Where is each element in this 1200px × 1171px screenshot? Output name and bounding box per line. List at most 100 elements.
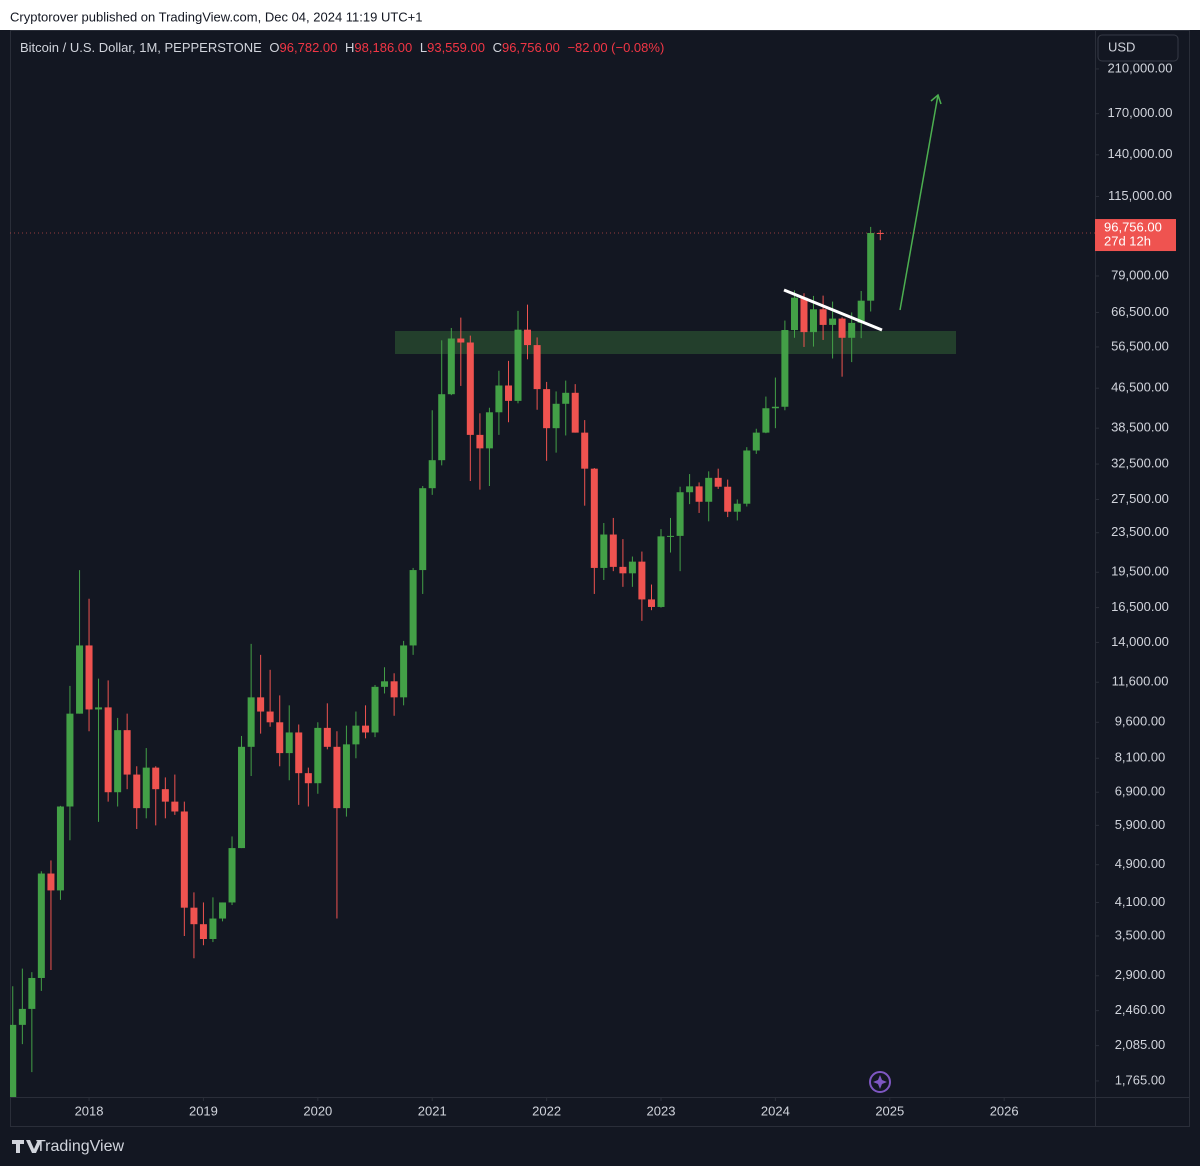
y-tick-label: 4,100.00 — [1115, 894, 1166, 909]
candle-body — [476, 434, 484, 449]
candle-body — [657, 536, 665, 607]
candle-body — [314, 727, 322, 784]
chart-frame — [10, 30, 1190, 1127]
candle-body — [76, 645, 84, 714]
candle-body — [447, 338, 455, 395]
candle-body — [209, 918, 217, 940]
candle-body — [323, 727, 331, 747]
y-tick-label: 19,500.00 — [1111, 564, 1169, 579]
candle-body — [142, 767, 150, 809]
header-bar — [0, 0, 1200, 30]
symbol-legend: Bitcoin / U.S. Dollar, 1M, PEPPERSTONE O… — [20, 40, 664, 55]
y-tick-label: 11,600.00 — [1112, 674, 1169, 689]
candle-body — [676, 492, 684, 536]
candle-body — [762, 408, 770, 433]
candle-body — [838, 318, 846, 338]
candle-body — [876, 232, 884, 234]
candle-body — [781, 330, 789, 407]
candle-body — [457, 338, 465, 343]
projection-arrow — [899, 94, 939, 311]
candle-body — [180, 811, 188, 908]
x-tick-label: 2018 — [75, 1103, 104, 1118]
currency-button[interactable] — [1097, 34, 1179, 62]
candle-body — [238, 746, 246, 849]
arrow-head — [930, 93, 942, 105]
y-tick-label: 210,000.00 — [1107, 60, 1172, 75]
candle-body — [390, 681, 398, 698]
candle-body — [590, 468, 598, 568]
candle-body — [867, 232, 875, 301]
y-tick-label: 27,500.00 — [1111, 491, 1169, 506]
candle-body — [257, 697, 265, 712]
candle-body — [714, 477, 722, 487]
candle-body — [485, 412, 493, 449]
y-tick-label: 1,765.00 — [1115, 1072, 1166, 1087]
close-value: 96,756.00 — [502, 40, 560, 55]
candle-body — [47, 873, 55, 891]
candle-body — [638, 561, 646, 600]
y-tick-label: 56,500.00 — [1111, 338, 1169, 353]
y-tick-label: 16,500.00 — [1111, 599, 1169, 614]
candle-body — [609, 534, 617, 567]
candle-body — [199, 924, 207, 940]
candle-body — [581, 432, 589, 469]
candle-body — [628, 561, 636, 574]
candle-body — [85, 645, 93, 710]
candle-body — [28, 977, 36, 1009]
y-tick-label: 2,900.00 — [1115, 967, 1166, 982]
candle-body — [533, 345, 541, 390]
y-tick-label: 32,500.00 — [1111, 455, 1169, 470]
candle-body — [514, 329, 522, 401]
candle-body — [800, 297, 808, 333]
candle-body — [809, 309, 817, 333]
last-price-box — [1095, 219, 1176, 252]
x-tick-label: 2025 — [875, 1103, 904, 1118]
trendline — [783, 288, 883, 332]
candle-body — [114, 730, 122, 793]
candle-body — [285, 732, 293, 754]
candle-body — [428, 460, 436, 489]
y-tick-label: 5,900.00 — [1115, 817, 1166, 832]
candle-body — [171, 801, 179, 812]
candle-body — [705, 477, 713, 502]
candle-body — [552, 403, 560, 429]
candle-body — [10, 1024, 17, 1097]
candle-body — [733, 503, 741, 512]
y-tick-label: 3,500.00 — [1115, 927, 1166, 942]
last-price-label: 96,756.00 — [1104, 219, 1162, 234]
candle-body — [342, 744, 350, 809]
candle-body — [18, 1008, 26, 1025]
candle-body — [771, 406, 779, 409]
y-tick-label: 9,600.00 — [1115, 714, 1166, 729]
y-tick-label: 46,500.00 — [1111, 380, 1169, 395]
x-tick-label: 2026 — [990, 1103, 1019, 1118]
y-tick-label: 2,085.00 — [1115, 1037, 1166, 1052]
candle-body — [571, 392, 579, 433]
y-tick-label: 2,460.00 — [1115, 1002, 1166, 1017]
candle-body — [752, 432, 760, 451]
candle-body — [438, 394, 446, 461]
candle-body — [666, 535, 674, 537]
y-tick-label: 4,900.00 — [1115, 856, 1166, 871]
candle-body — [829, 318, 837, 325]
publisher: Cryptorover published on TradingView.com… — [10, 9, 423, 24]
close-label: C — [493, 40, 502, 55]
candle-body — [686, 486, 694, 493]
y-tick-label: 23,500.00 — [1111, 524, 1169, 539]
candle-body — [66, 713, 74, 807]
y-tick-label: 14,000.00 — [1111, 634, 1169, 649]
candle-body — [819, 309, 827, 325]
candle-body — [400, 645, 408, 698]
low-value: 93,559.00 — [427, 40, 485, 55]
candle-body — [524, 329, 532, 346]
events-icon[interactable] — [869, 1071, 891, 1093]
candle-body — [228, 848, 236, 903]
x-tick-label: 2020 — [303, 1103, 332, 1118]
currency: USD — [1108, 39, 1135, 54]
bar-countdown: 27d 12h — [1104, 233, 1151, 248]
brand: TradingView — [36, 1138, 124, 1155]
candle-body — [848, 322, 856, 338]
candle-body — [466, 342, 474, 435]
